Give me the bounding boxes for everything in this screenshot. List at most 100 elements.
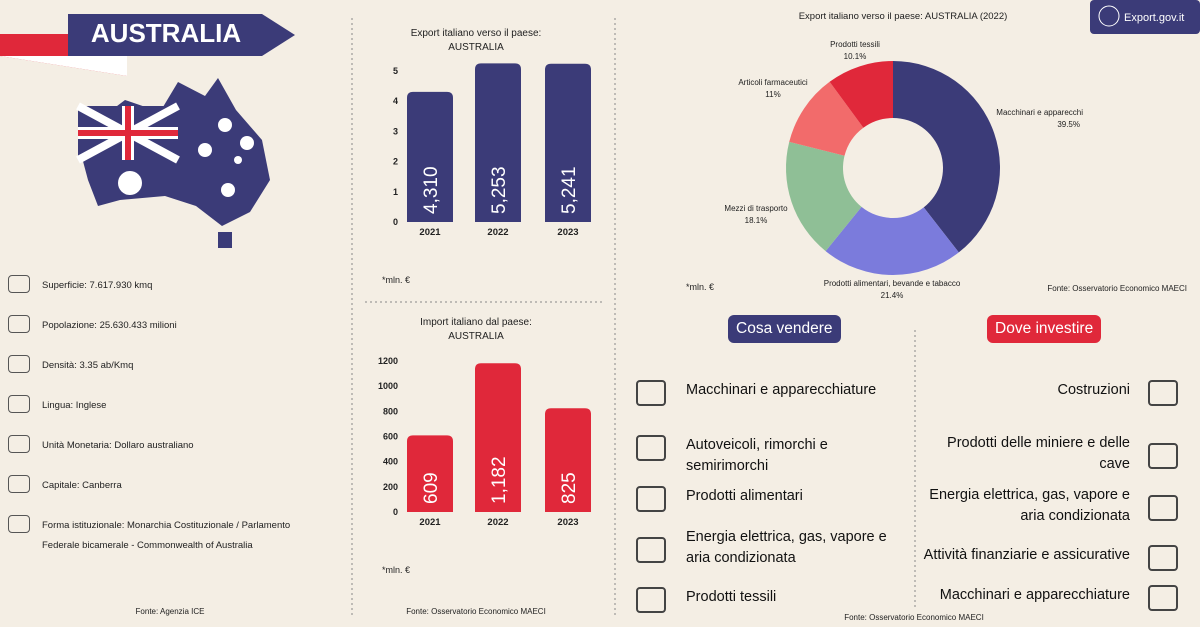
donut-slice xyxy=(785,141,862,252)
invest-title: Dove investire xyxy=(987,315,1102,343)
invest-item: Costruzioni xyxy=(1057,382,1130,398)
x-tick-label: 2023 xyxy=(557,517,578,528)
source: Fonte: Osservatorio Economico MAECI xyxy=(406,607,546,616)
sell-icon xyxy=(636,380,666,406)
slice-label: Articoli farmaceutici xyxy=(738,78,808,87)
donut-slice xyxy=(825,206,959,275)
bar xyxy=(407,91,453,222)
sell-icon xyxy=(636,435,666,461)
sell-icon xyxy=(636,587,666,613)
sell-item: Prodotti alimentari xyxy=(686,488,803,504)
chart-subtitle: AUSTRALIA xyxy=(448,331,504,342)
bar xyxy=(407,435,453,512)
y-tick-label: 0 xyxy=(393,217,398,227)
fact-icon xyxy=(8,515,30,533)
y-tick-label: 5 xyxy=(393,66,398,76)
invest-item: Attività finanziarie e assicurative xyxy=(923,547,1130,563)
chart-subtitle: AUSTRALIA xyxy=(448,42,504,53)
slice-value: 10.1% xyxy=(844,52,867,61)
sell-item: Energia elettrica, gas, vapore e aria co… xyxy=(686,529,887,566)
logo-text: Export.gov.it xyxy=(1124,12,1184,24)
source: Fonte: Agenzia ICE xyxy=(136,607,205,616)
sell-item: Prodotti tessili xyxy=(686,589,777,605)
sell-item: Macchinari e apparecchiature xyxy=(686,382,877,398)
title-banner xyxy=(68,14,295,56)
fact: Densità: 3.35 ab/Kmq xyxy=(42,360,134,371)
chart-title: Import italiano dal paese: xyxy=(420,317,532,328)
invest-icon xyxy=(1148,380,1178,406)
invest-icon xyxy=(1148,443,1178,469)
invest-item: Energia elettrica, gas, vapore e aria co… xyxy=(929,487,1130,524)
slice-label: Prodotti alimentari, bevande e tabacco xyxy=(824,279,961,288)
x-tick-label: 2022 xyxy=(487,517,508,528)
chart-title: Export italiano verso il paese: xyxy=(411,28,542,39)
y-tick-label: 1000 xyxy=(378,381,398,391)
slice-label: Mezzi di trasporto xyxy=(724,204,788,213)
fact: Capitale: Canberra xyxy=(42,480,122,491)
source: Fonte: Osservatorio Economico MAECI xyxy=(1047,284,1187,293)
x-tick-label: 2023 xyxy=(557,227,578,238)
bar xyxy=(475,63,521,222)
y-tick-label: 0 xyxy=(393,507,398,517)
note: *mln. € xyxy=(686,282,714,292)
bar xyxy=(545,408,591,512)
invest-icon xyxy=(1148,495,1178,521)
fact-icon xyxy=(8,395,30,413)
sell-title: Cosa vendere xyxy=(728,315,841,343)
fact: Unità Monetaria: Dollaro australiano xyxy=(42,440,194,451)
y-tick-label: 1200 xyxy=(378,356,398,366)
value-label: 1,182 xyxy=(489,456,510,504)
banner-stripe-white xyxy=(0,56,127,76)
y-tick-label: 800 xyxy=(383,406,398,416)
value-label: 825 xyxy=(559,472,580,504)
y-tick-label: 200 xyxy=(383,482,398,492)
fact: Popolazione: 25.630.433 milioni xyxy=(42,320,177,331)
y-tick-label: 600 xyxy=(383,432,398,442)
slice-value: 18.1% xyxy=(745,216,768,225)
x-tick-label: 2022 xyxy=(487,227,508,238)
y-tick-label: 400 xyxy=(383,457,398,467)
chart-title: Export italiano verso il paese: AUSTRALI… xyxy=(799,11,1008,22)
stars xyxy=(118,118,254,197)
invest-item: Macchinari e apparecchiature xyxy=(939,587,1130,603)
fact-icon xyxy=(8,355,30,373)
slice-value: 39.5% xyxy=(1057,120,1080,129)
fact-icon xyxy=(8,315,30,333)
sell-icon xyxy=(636,486,666,512)
flag-cross-red xyxy=(78,106,178,160)
value-label: 4,310 xyxy=(421,166,442,214)
slice-label: Macchinari e apparecchi xyxy=(996,108,1083,117)
fact: Lingua: Inglese xyxy=(42,400,107,411)
y-tick-label: 2 xyxy=(393,157,398,167)
bar xyxy=(545,63,591,222)
donut-slice xyxy=(789,81,864,156)
bar xyxy=(475,363,521,512)
fact-icon xyxy=(8,435,30,453)
fact-icon xyxy=(8,475,30,493)
source: Fonte: Osservatorio Economico MAECI xyxy=(844,613,984,622)
note: *mln. € xyxy=(382,275,410,285)
x-tick-label: 2021 xyxy=(419,227,441,238)
value-label: 5,241 xyxy=(559,166,580,214)
y-tick-label: 3 xyxy=(393,126,398,136)
fact: Superficie: 7.617.930 kmq xyxy=(42,280,153,291)
invest-icon xyxy=(1148,545,1178,571)
logo-box xyxy=(1090,0,1200,34)
slice-value: 11% xyxy=(765,90,780,99)
x-tick-label: 2021 xyxy=(419,517,441,528)
y-tick-label: 4 xyxy=(393,96,398,106)
note: *mln. € xyxy=(382,565,410,575)
fact-icon xyxy=(8,275,30,293)
value-label: 5,253 xyxy=(489,166,510,214)
sell-icon xyxy=(636,537,666,563)
slice-label: Prodotti tessili xyxy=(830,40,880,49)
invest-icon xyxy=(1148,585,1178,611)
value-label: 609 xyxy=(421,472,442,504)
y-tick-label: 1 xyxy=(393,187,398,197)
map-island xyxy=(218,232,232,248)
logo-emblem xyxy=(1098,5,1120,27)
sell-item: Autoveicoli, rimorchi e semirimorchi xyxy=(686,437,828,474)
donut-slice xyxy=(829,61,893,128)
